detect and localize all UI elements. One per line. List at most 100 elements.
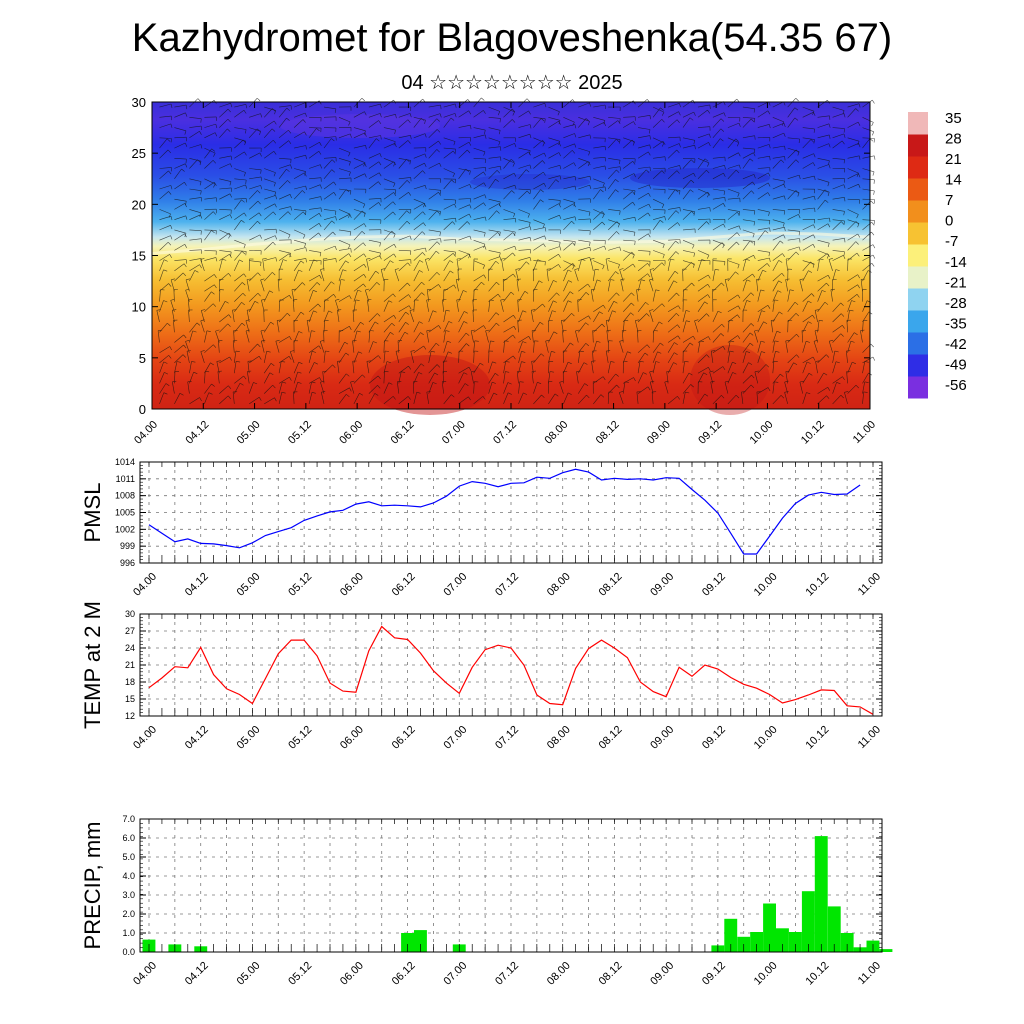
wind-barb — [802, 261, 811, 272]
wind-barb — [770, 320, 774, 333]
y-tick-label: 15 — [125, 694, 135, 704]
wind-barb — [353, 322, 361, 333]
wind-barb-flag — [649, 135, 651, 140]
colorbar-label: 7 — [945, 192, 953, 209]
wind-barb — [548, 175, 561, 180]
wind-barb — [443, 260, 450, 272]
wind-barb — [473, 340, 476, 353]
wind-barb — [368, 181, 379, 190]
wind-barb — [518, 169, 527, 179]
wind-barb — [578, 117, 590, 122]
precip-panel: 0.01.02.03.04.05.06.07.004.00 04.12 05.00 0… — [80, 814, 893, 988]
wind-barb — [338, 209, 351, 215]
x-tick-label: 06.00 — [338, 724, 366, 752]
wind-barb-flag — [856, 294, 860, 298]
wind-barb-flag — [512, 162, 515, 167]
wind-barb-flag — [751, 190, 755, 194]
wind-barb — [428, 104, 441, 108]
wind-barb-flag — [514, 185, 517, 190]
wind-barb — [234, 259, 240, 272]
wind-barb — [261, 341, 265, 353]
wind-barb-flag — [365, 145, 367, 150]
wind-barb-flag — [868, 311, 873, 315]
wind-barb-flag — [601, 211, 605, 215]
wind-barb-flag — [783, 132, 786, 137]
wind-barb-flag — [513, 315, 516, 319]
wind-barb — [458, 198, 471, 200]
wind-barb-flag — [872, 254, 876, 259]
wind-barb-flag — [273, 120, 277, 125]
wind-barb — [247, 371, 250, 384]
wind-barb-flag — [872, 171, 875, 176]
x-tick-label: 05.12 — [286, 724, 314, 752]
wind-barb-flag — [304, 131, 307, 136]
wind-barb — [563, 185, 576, 190]
wind-barb — [682, 111, 694, 118]
wind-barb-flag — [270, 321, 275, 325]
wind-barb — [533, 199, 541, 210]
wind-barb — [638, 166, 651, 169]
wind-barb — [593, 209, 605, 215]
wind-barb-flag — [526, 190, 531, 195]
wind-barb-flag — [422, 252, 426, 256]
wind-barb-flag — [634, 217, 636, 222]
wind-barb-flag — [746, 279, 751, 282]
wind-barb — [293, 391, 295, 404]
wind-barb — [473, 171, 484, 180]
wind-barb-flag — [378, 181, 381, 185]
wind-barb-flag — [754, 329, 759, 332]
wind-barb-flag — [496, 210, 500, 214]
wind-barb-flag — [258, 212, 262, 217]
wind-barb-flag — [185, 112, 188, 117]
x-tick-label: 06.12 — [390, 960, 418, 988]
wind-barb-flag — [287, 211, 291, 215]
wind-barb-flag — [707, 191, 711, 196]
wind-barb — [170, 279, 175, 292]
y-tick-label: 1.0 — [122, 928, 135, 938]
wind-barb — [548, 239, 561, 243]
wind-barb-flag — [524, 291, 529, 294]
wind-barb — [383, 99, 394, 108]
wind-barb — [533, 189, 541, 200]
wind-barb — [189, 197, 202, 200]
wind-barb-flag — [496, 322, 500, 327]
wind-barb-flag — [649, 115, 651, 120]
wind-barb-flag — [693, 263, 695, 268]
wind-barb-flag — [604, 186, 606, 191]
wind-barb — [548, 165, 560, 169]
wind-barb-flag — [673, 280, 678, 283]
wind-barb-flag — [410, 350, 415, 352]
wind-barb-flag — [558, 121, 561, 125]
colorbar-label: 21 — [945, 151, 962, 168]
wind-barb — [263, 272, 273, 282]
wind-barb — [832, 351, 836, 363]
wind-barb — [488, 373, 496, 384]
wind-barb — [174, 104, 187, 108]
wind-barb-flag — [230, 103, 233, 108]
wind-barb — [697, 259, 702, 271]
colorbar-swatch — [908, 134, 928, 157]
wind-barb-flag — [289, 194, 292, 199]
x-tick-label: 06.12 — [390, 571, 418, 599]
wind-barb-flag — [840, 221, 845, 225]
wind-barb-flag — [364, 162, 367, 167]
wind-barb-flag — [469, 184, 472, 189]
wind-barb-flag — [498, 141, 501, 146]
wind-barb — [563, 216, 576, 220]
wind-barb — [757, 182, 769, 190]
wind-barb-flag — [798, 175, 801, 180]
wind-barb-flag — [572, 150, 576, 154]
wind-barb-flag — [690, 189, 694, 193]
wind-barb — [159, 346, 170, 353]
wind-barb-flag — [871, 231, 875, 236]
wind-barb — [623, 188, 636, 192]
wind-barb-flag — [531, 360, 536, 362]
colorbar-swatch — [908, 376, 928, 399]
x-tick-label: 09.00 — [648, 960, 676, 988]
wind-barb-flag — [843, 211, 845, 216]
wind-barb-flag — [378, 202, 382, 206]
wind-barb-flag — [715, 269, 720, 271]
wind-barb-flag — [706, 169, 710, 174]
wind-barb-flag — [606, 350, 611, 352]
wind-barb-flag — [558, 142, 562, 147]
